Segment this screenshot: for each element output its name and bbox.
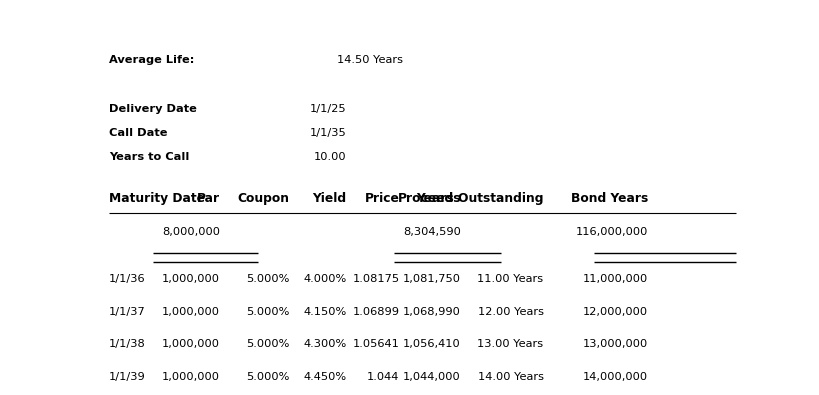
Text: Price: Price: [364, 192, 400, 205]
Text: 1,068,990: 1,068,990: [403, 307, 461, 316]
Text: 1.05641: 1.05641: [352, 339, 400, 349]
Text: 5.000%: 5.000%: [247, 274, 290, 284]
Text: 1,000,000: 1,000,000: [162, 372, 219, 382]
Text: 116,000,000: 116,000,000: [576, 227, 649, 237]
Text: 1.08175: 1.08175: [352, 274, 400, 284]
Text: 11.00 Years: 11.00 Years: [477, 274, 544, 284]
Text: 10.00: 10.00: [314, 152, 346, 162]
Text: 4.450%: 4.450%: [304, 372, 346, 382]
Text: 1.06899: 1.06899: [352, 307, 400, 316]
Text: 4.300%: 4.300%: [304, 339, 346, 349]
Text: 4.150%: 4.150%: [304, 307, 346, 316]
Text: 1/1/37: 1/1/37: [109, 307, 146, 316]
Text: Bond Years: Bond Years: [571, 192, 649, 205]
Text: 1,056,410: 1,056,410: [403, 339, 461, 349]
Text: 1,000,000: 1,000,000: [162, 274, 219, 284]
Text: Proceeds: Proceeds: [397, 192, 461, 205]
Text: 1/1/25: 1/1/25: [310, 103, 346, 114]
Text: 5.000%: 5.000%: [247, 339, 290, 349]
Text: Yield: Yield: [313, 192, 346, 205]
Text: 8,000,000: 8,000,000: [162, 227, 219, 237]
Text: 14,000,000: 14,000,000: [583, 372, 649, 382]
Text: Maturity Date: Maturity Date: [109, 192, 205, 205]
Text: 13.00 Years: 13.00 Years: [477, 339, 544, 349]
Text: 12.00 Years: 12.00 Years: [477, 307, 544, 316]
Text: 4.000%: 4.000%: [304, 274, 346, 284]
Text: 5.000%: 5.000%: [247, 372, 290, 382]
Text: 1,000,000: 1,000,000: [162, 339, 219, 349]
Text: Delivery Date: Delivery Date: [109, 103, 197, 114]
Text: Coupon: Coupon: [238, 192, 290, 205]
Text: 1/1/35: 1/1/35: [310, 128, 346, 138]
Text: 11,000,000: 11,000,000: [583, 274, 649, 284]
Text: Average Life:: Average Life:: [109, 55, 194, 65]
Text: 5.000%: 5.000%: [247, 307, 290, 316]
Text: Par: Par: [197, 192, 219, 205]
Text: Years Outstanding: Years Outstanding: [416, 192, 544, 205]
Text: 1/1/39: 1/1/39: [109, 372, 146, 382]
Text: 1.044: 1.044: [367, 372, 400, 382]
Text: 14.50 Years: 14.50 Years: [337, 55, 403, 65]
Text: 14.00 Years: 14.00 Years: [477, 372, 544, 382]
Text: 1/1/36: 1/1/36: [109, 274, 145, 284]
Text: 1,081,750: 1,081,750: [403, 274, 461, 284]
Text: 8,304,590: 8,304,590: [403, 227, 461, 237]
Text: 1/1/38: 1/1/38: [109, 339, 146, 349]
Text: Years to Call: Years to Call: [109, 152, 189, 162]
Text: 1,000,000: 1,000,000: [162, 307, 219, 316]
Text: 12,000,000: 12,000,000: [583, 307, 649, 316]
Text: 13,000,000: 13,000,000: [583, 339, 649, 349]
Text: 1,044,000: 1,044,000: [403, 372, 461, 382]
Text: Call Date: Call Date: [109, 128, 167, 138]
